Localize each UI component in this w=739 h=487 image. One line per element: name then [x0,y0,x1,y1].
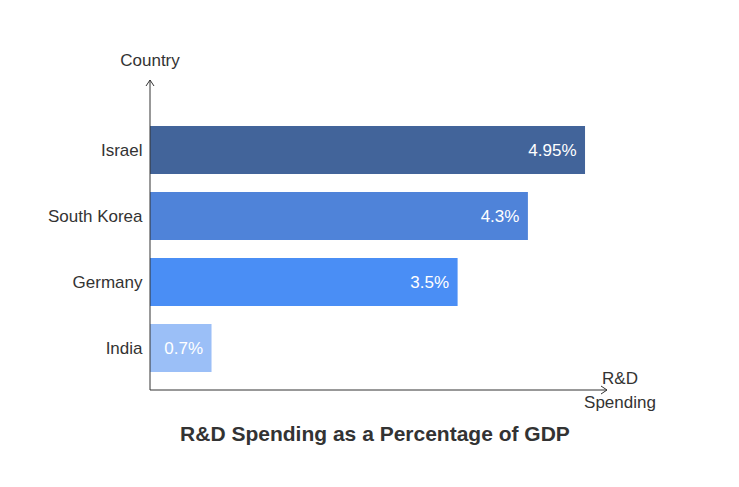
svg-text:South Korea: South Korea [48,207,143,226]
svg-text:Country: Country [120,51,180,70]
svg-text:Israel: Israel [101,141,143,160]
html-text:R&D Spending as a Percentage o: R&D Spending as a Percentage of GDP [180,422,570,445]
svg-text:3.5%: 3.5% [410,273,449,292]
svg-text:India: India [106,339,143,358]
svg-text:0.7%: 0.7% [164,339,203,358]
svg-text:R&DSpending: R&DSpending [584,369,656,412]
svg-text:Germany: Germany [73,273,143,292]
svg-text:4.95%: 4.95% [528,141,576,160]
svg-text:4.3%: 4.3% [481,207,520,226]
